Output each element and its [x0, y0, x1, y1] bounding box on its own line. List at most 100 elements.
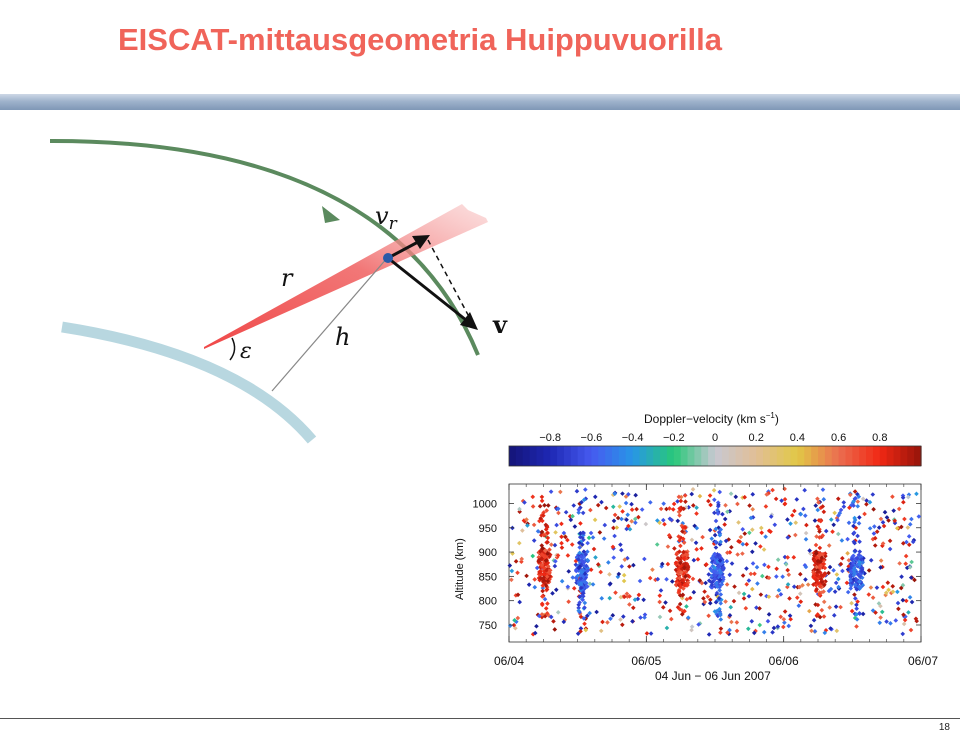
scatter-point — [677, 513, 682, 518]
scatter-point — [537, 503, 543, 509]
scatter-point — [797, 584, 802, 590]
scatter-point — [538, 532, 544, 538]
scatter-point — [853, 582, 858, 587]
scatter-point — [783, 562, 789, 567]
scatter-point — [648, 500, 653, 505]
colorbar-segment — [845, 446, 853, 466]
scatter-point — [543, 522, 549, 528]
scatter-point — [543, 583, 549, 589]
scatter-point — [655, 576, 661, 582]
scatter-point — [793, 532, 798, 538]
scatter-point — [685, 564, 691, 570]
scatter-point — [610, 492, 616, 498]
scatter-point — [553, 530, 558, 535]
scatter-point — [857, 562, 862, 567]
scatter-point — [626, 523, 631, 529]
scatter-point — [763, 504, 769, 509]
colorbar-segment — [824, 446, 833, 466]
scatter-point — [545, 578, 551, 584]
scatter-point — [718, 561, 724, 567]
scatter-point — [670, 507, 676, 512]
scatter-point — [520, 528, 525, 533]
scatter-point — [759, 530, 764, 536]
scatter-point — [774, 574, 779, 579]
scatter-point — [814, 578, 820, 583]
scatter-point — [578, 554, 584, 559]
colorbar-segment — [529, 446, 538, 466]
scatter-point — [782, 609, 788, 614]
label-r: r — [281, 264, 294, 292]
scatter-point — [517, 506, 522, 512]
scatter-point — [519, 556, 525, 562]
scatter-point — [743, 605, 749, 611]
scatter-point — [849, 608, 855, 614]
scatter-point — [859, 565, 865, 571]
scatter-point — [776, 587, 782, 593]
scatter-point — [582, 621, 587, 627]
scatter-point — [624, 591, 630, 597]
colorbar-segment — [763, 446, 771, 466]
colorbar-segment — [872, 446, 881, 466]
colorbar-segment — [618, 446, 627, 466]
scatter-point — [838, 604, 843, 610]
scatter-point — [854, 624, 859, 629]
scatter-point — [674, 551, 679, 557]
scatter-point — [579, 558, 585, 563]
scatter-point — [679, 611, 685, 617]
scatter-point — [740, 573, 746, 578]
scatter-point — [709, 582, 715, 588]
scatter-point — [798, 571, 803, 577]
scatter-point — [794, 497, 800, 502]
scatter-point — [856, 521, 862, 526]
scatter-point — [809, 628, 814, 634]
scatter-point — [658, 588, 664, 593]
scatter-point — [644, 631, 650, 636]
scatter-point — [870, 595, 876, 600]
scatter-point — [714, 584, 720, 589]
colorbar-segment — [666, 446, 675, 466]
scatter-point — [585, 549, 590, 555]
scatter-point — [661, 501, 666, 506]
scatter-point — [563, 534, 568, 540]
scatter-point — [755, 581, 760, 586]
scatter-point — [580, 510, 586, 516]
scatter-point — [507, 563, 513, 568]
scatter-point — [785, 582, 791, 587]
scatter-point — [627, 526, 633, 532]
scatter-point — [682, 608, 687, 614]
scatter-point — [712, 577, 718, 582]
scatter-point — [601, 536, 607, 541]
scatter-point — [610, 613, 616, 618]
scatter-point — [716, 502, 721, 508]
scatter-point — [515, 570, 520, 576]
colorbar-segment — [653, 446, 661, 466]
scatter-point — [729, 561, 735, 566]
scatter-point — [633, 520, 638, 525]
scatter-point — [667, 506, 672, 511]
scatter-point — [718, 592, 724, 597]
scatter-point — [872, 524, 877, 529]
colorbar-segment — [550, 446, 558, 466]
scatter-point — [624, 517, 629, 523]
footer-line — [0, 718, 960, 719]
scatter-point — [754, 605, 759, 610]
scatter-point — [561, 530, 567, 536]
scatter-point — [579, 570, 585, 575]
scatter-point — [559, 578, 565, 584]
colorbar-segment — [900, 446, 908, 466]
scatter-point — [673, 567, 679, 573]
scatter-point — [909, 599, 915, 605]
scatter-point — [757, 622, 763, 628]
scatter-point — [539, 498, 545, 504]
scatter-point — [526, 582, 532, 587]
scatter-point — [682, 582, 687, 588]
scatter-point — [576, 510, 581, 515]
scatter-point — [823, 528, 829, 534]
scatter-point — [819, 555, 825, 561]
scatter-point — [629, 519, 634, 524]
scatter-point — [725, 550, 730, 556]
scatter-point — [718, 539, 723, 545]
scatter-point — [711, 572, 717, 578]
projection-dashed-line — [427, 239, 475, 327]
scatter-point — [572, 524, 578, 529]
